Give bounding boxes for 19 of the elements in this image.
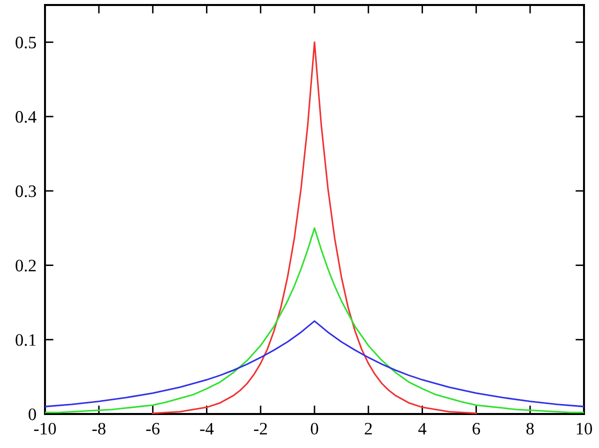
x-tick-label: 6	[472, 422, 480, 435]
x-tick-label: -8	[92, 422, 106, 435]
line-series	[45, 320, 584, 408]
y-tick-label: 0.4	[16, 111, 36, 123]
x-tick-label: 4	[418, 422, 426, 434]
y-tick-label: 0	[28, 408, 36, 420]
y-tick-label: 0.5	[16, 36, 36, 48]
x-tick-label: -4	[200, 422, 214, 434]
x-tick-label: 10	[576, 422, 592, 435]
y-tick-label: 0.2	[16, 260, 36, 272]
x-tick-label: -6	[146, 422, 160, 435]
x-tick-label: 2	[364, 422, 372, 434]
y-tick-label: 0.3	[16, 185, 36, 198]
x-tick-label: -2	[254, 422, 267, 434]
y-tick-label: 0.1	[16, 334, 36, 346]
x-tick-label: 8	[526, 422, 534, 435]
line-series	[152, 41, 477, 414]
x-tick-label: 0	[310, 422, 318, 435]
x-tick-label: -10	[34, 422, 56, 435]
